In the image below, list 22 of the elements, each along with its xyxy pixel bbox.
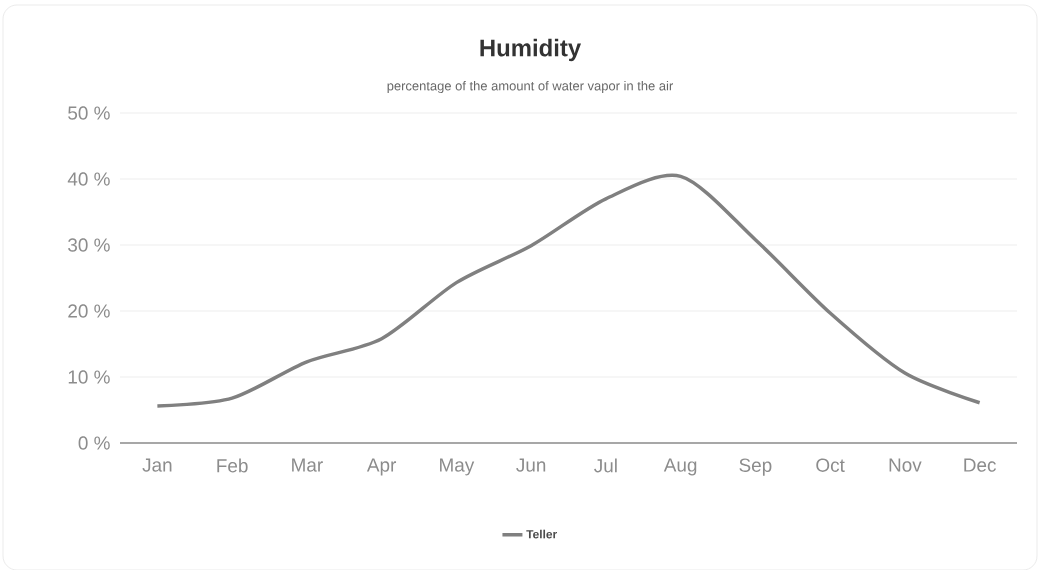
y-tick-label: 0 %	[78, 436, 110, 450]
y-tick-label: 40 %	[67, 172, 110, 186]
line-series	[155, 173, 982, 408]
y-tick-label: 20 %	[68, 304, 110, 318]
x-tick-label: Jun	[516, 458, 546, 472]
x-tick-label: May	[440, 458, 475, 476]
x-tick-label: Aug	[663, 458, 697, 476]
chart-title: Humidity	[480, 38, 582, 61]
y-tick-label: 10 %	[68, 370, 110, 384]
chart-subtitle: percentage of the amount of water vapor in the air	[387, 80, 674, 93]
x-tick-label: Dec	[964, 458, 996, 472]
x-tick-label: Sep	[739, 458, 772, 476]
x-tick-label: Jul	[594, 458, 617, 473]
x-tick-label: Mar	[292, 458, 323, 472]
x-tick-label: Oct	[816, 458, 845, 472]
x-tick-label: Apr	[366, 458, 397, 476]
x-tick-label: Jan	[142, 458, 172, 472]
y-tick-label: 30 %	[68, 238, 110, 252]
x-tick-label: Nov	[889, 458, 922, 472]
x-tick-label: Feb	[217, 458, 248, 473]
y-tick-label: 50 %	[68, 106, 110, 120]
legend-label: Teller	[526, 529, 558, 539]
